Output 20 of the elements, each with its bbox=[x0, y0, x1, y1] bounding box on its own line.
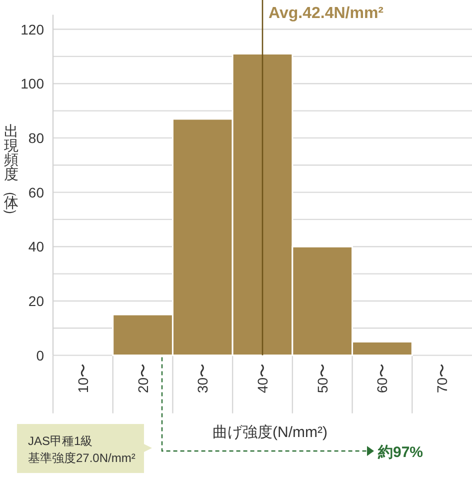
text: 基準強度27.0N/mm² bbox=[28, 451, 136, 465]
x-tick-label: 60〜 bbox=[374, 364, 390, 394]
x-tick-label: 30〜 bbox=[194, 364, 211, 394]
ref-line-label: Avg.42.4N/mm² bbox=[268, 5, 384, 22]
x-tick-label: 10〜 bbox=[74, 364, 91, 394]
y-tick-label: 100 bbox=[20, 76, 44, 92]
y-tick-label: 0 bbox=[36, 347, 44, 364]
text: JAS甲種1級 bbox=[28, 434, 93, 448]
text: 約97% bbox=[377, 444, 424, 461]
y-tick-label: 20 bbox=[28, 292, 44, 309]
y-tick-label: 120 bbox=[20, 21, 44, 38]
x-tick-label: 40〜 bbox=[254, 364, 270, 394]
x-tick-label: 50〜 bbox=[314, 364, 330, 394]
x-axis-title: 曲げ強度(N/mm²) bbox=[212, 424, 328, 441]
y-tick-label: 80 bbox=[28, 130, 44, 146]
x-tick-label: 70〜 bbox=[434, 364, 450, 394]
y-tick-label: 40 bbox=[28, 238, 44, 255]
y-axis-title: 出現頻度（体） bbox=[2, 122, 19, 223]
y-tick-label: 60 bbox=[28, 184, 44, 200]
x-tick-label: 20〜 bbox=[134, 364, 151, 394]
